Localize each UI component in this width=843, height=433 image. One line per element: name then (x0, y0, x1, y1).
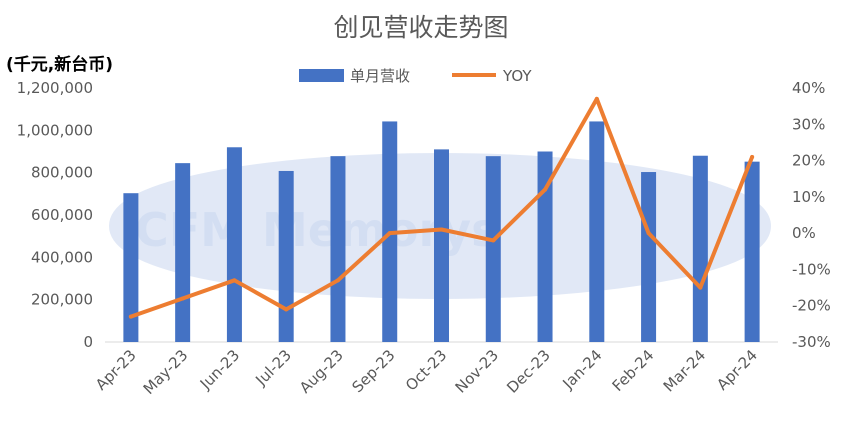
right-axis: -30% -20% -10% 0% 10% 20% 30% 40% (792, 79, 831, 351)
x-tick-label: Nov-23 (452, 346, 502, 396)
right-tick-label: -10% (792, 260, 831, 278)
yoy-point (698, 285, 703, 290)
x-tick-label: Jun-23 (196, 346, 243, 393)
yoy-point (128, 314, 133, 319)
right-tick-label: -20% (792, 297, 831, 315)
x-tick-label: Aug-23 (296, 346, 347, 397)
revenue-bar (434, 149, 449, 342)
revenue-bar (485, 156, 501, 342)
revenue-bar (692, 155, 708, 342)
x-tick-label: Apr-23 (92, 346, 140, 394)
left-tick-label: 400,000 (31, 248, 93, 266)
legend-label-yoy: YOY (502, 67, 532, 85)
left-tick-label: 600,000 (31, 206, 93, 224)
x-tick-label: Oct-23 (402, 346, 450, 394)
right-tick-label: 0% (792, 224, 816, 242)
yoy-point (646, 231, 651, 236)
yoy-point (284, 307, 289, 312)
left-axis: 0 200,000 400,000 600,000 800,000 1,000,000 1,… (17, 79, 93, 351)
right-tick-label: 10% (792, 188, 825, 206)
yoy-point (750, 154, 755, 159)
revenue-bar (744, 161, 760, 342)
left-tick-label: 800,000 (31, 164, 93, 182)
x-axis: Apr-23 May-23 Jun-23 Jul-23 Aug-23 Sep-23 Oct-… (92, 346, 761, 398)
x-tick-label: Jan-24 (559, 346, 606, 393)
legend-swatch-revenue (299, 69, 344, 82)
yoy-point (232, 278, 237, 283)
x-tick-label: May-23 (140, 346, 192, 398)
revenue-bar (330, 156, 346, 342)
legend-label-revenue: 单月营收 (350, 67, 410, 85)
right-tick-label: 30% (792, 115, 825, 133)
yoy-point (439, 227, 444, 232)
left-tick-label: 1,000,000 (17, 121, 93, 139)
right-tick-label: -30% (792, 333, 831, 351)
revenue-bar (123, 193, 139, 342)
left-tick-label: 0 (83, 333, 93, 351)
legend: 单月营收 YOY (299, 67, 532, 85)
chart-title: 创见营收走势图 (333, 13, 508, 42)
x-tick-label: Apr-24 (713, 346, 761, 394)
revenue-bar (641, 172, 657, 342)
x-tick-label: Sep-23 (349, 346, 399, 396)
yoy-point (594, 96, 599, 101)
x-tick-label: Dec-23 (503, 346, 554, 397)
yoy-point (180, 296, 185, 301)
x-tick-label: Mar-24 (660, 346, 709, 395)
yoy-point (543, 187, 548, 192)
right-tick-label: 20% (792, 152, 825, 170)
revenue-bar (278, 170, 294, 342)
yoy-series (128, 96, 755, 319)
revenue-bar (589, 121, 605, 343)
x-tick-label: Jul-23 (251, 346, 295, 390)
x-tick-label: Feb-24 (609, 346, 658, 395)
left-axis-unit-label: (千元,新台币) (6, 54, 113, 75)
yoy-point (491, 238, 496, 243)
left-tick-label: 200,000 (31, 291, 93, 309)
revenue-bar (537, 151, 553, 342)
revenue-bar (175, 163, 191, 342)
left-tick-label: 1,200,000 (17, 79, 93, 97)
revenue-bar (226, 147, 242, 342)
yoy-point (387, 231, 392, 236)
yoy-point (335, 278, 340, 283)
right-tick-label: 40% (792, 79, 825, 97)
